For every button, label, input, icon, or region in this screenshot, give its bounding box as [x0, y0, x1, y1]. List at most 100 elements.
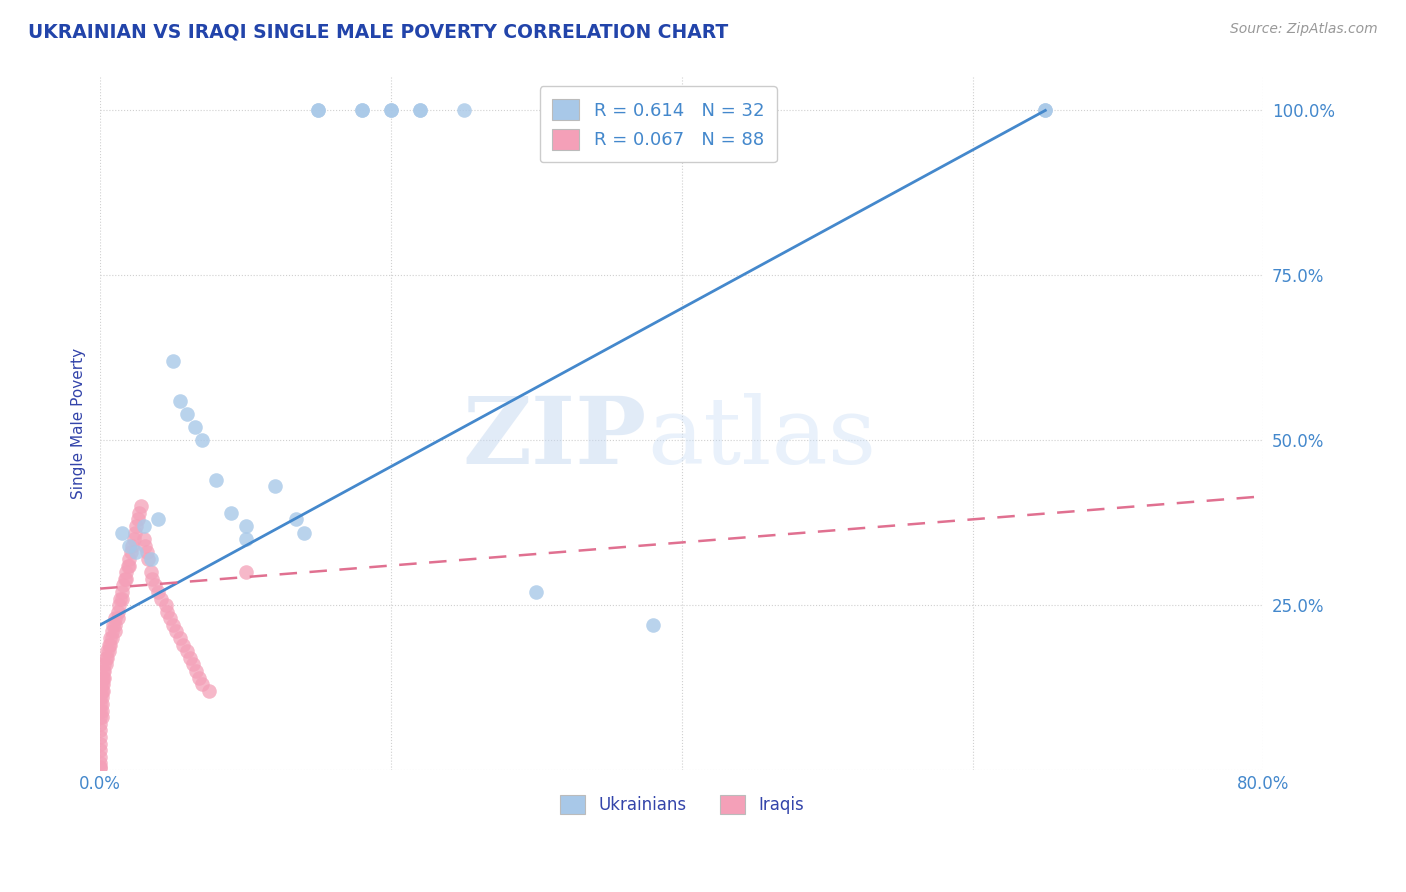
Point — [128, 506, 150, 520]
Point — [100, 624, 122, 639]
Point — [285, 512, 308, 526]
Point — [136, 552, 159, 566]
Point — [350, 103, 373, 118]
Point — [90, 683, 112, 698]
Y-axis label: Single Male Poverty: Single Male Poverty — [72, 348, 86, 500]
Point — [90, 690, 112, 705]
Point — [135, 545, 157, 559]
Point — [380, 103, 402, 118]
Point — [96, 651, 118, 665]
Point — [90, 704, 112, 718]
Point — [111, 591, 134, 606]
Point — [115, 572, 138, 586]
Point — [93, 657, 115, 672]
Point — [380, 103, 402, 118]
Point — [111, 525, 134, 540]
Point — [148, 585, 170, 599]
Point — [188, 671, 211, 685]
Point — [90, 697, 112, 711]
Point — [89, 677, 111, 691]
Point — [132, 532, 155, 546]
Point — [409, 103, 432, 118]
Point — [159, 611, 181, 625]
Point — [104, 624, 127, 639]
Point — [122, 532, 145, 546]
Point — [121, 539, 143, 553]
Point — [156, 605, 179, 619]
Point — [89, 683, 111, 698]
Point — [125, 519, 148, 533]
Point — [139, 552, 162, 566]
Point — [91, 677, 114, 691]
Point — [104, 611, 127, 625]
Point — [641, 618, 664, 632]
Point — [120, 545, 142, 559]
Point — [89, 690, 111, 705]
Text: UKRAINIAN VS IRAQI SINGLE MALE POVERTY CORRELATION CHART: UKRAINIAN VS IRAQI SINGLE MALE POVERTY C… — [28, 22, 728, 41]
Point — [89, 730, 111, 744]
Legend: Ukrainians, Iraqis: Ukrainians, Iraqis — [550, 785, 814, 824]
Point — [90, 710, 112, 724]
Point — [184, 664, 207, 678]
Point — [89, 761, 111, 775]
Point — [1033, 103, 1056, 118]
Point — [107, 611, 129, 625]
Point — [104, 618, 127, 632]
Point — [89, 760, 111, 774]
Point — [307, 103, 329, 118]
Point — [114, 572, 136, 586]
Point — [350, 103, 373, 118]
Point — [110, 591, 132, 606]
Point — [165, 624, 187, 639]
Point — [118, 552, 141, 566]
Point — [107, 605, 129, 619]
Point — [148, 512, 170, 526]
Point — [90, 677, 112, 691]
Point — [641, 103, 664, 118]
Point — [97, 638, 120, 652]
Point — [89, 704, 111, 718]
Point — [124, 525, 146, 540]
Point — [219, 506, 242, 520]
Text: ZIP: ZIP — [463, 392, 647, 483]
Point — [90, 671, 112, 685]
Point — [111, 585, 134, 599]
Point — [115, 565, 138, 579]
Point — [235, 532, 257, 546]
Point — [97, 644, 120, 658]
Point — [91, 664, 114, 678]
Point — [98, 631, 121, 645]
Point — [93, 664, 115, 678]
Text: atlas: atlas — [647, 392, 876, 483]
Point — [125, 545, 148, 559]
Point — [89, 756, 111, 771]
Point — [172, 638, 194, 652]
Text: Source: ZipAtlas.com: Source: ZipAtlas.com — [1230, 22, 1378, 37]
Point — [169, 631, 191, 645]
Point — [169, 393, 191, 408]
Point — [117, 558, 139, 573]
Point — [93, 671, 115, 685]
Point — [292, 525, 315, 540]
Point — [96, 644, 118, 658]
Point — [191, 677, 214, 691]
Point — [235, 519, 257, 533]
Point — [89, 716, 111, 731]
Point — [89, 697, 111, 711]
Point — [155, 598, 177, 612]
Point — [118, 558, 141, 573]
Point — [89, 723, 111, 738]
Point — [150, 591, 173, 606]
Point — [145, 578, 167, 592]
Point — [162, 354, 184, 368]
Point — [176, 407, 198, 421]
Point — [94, 657, 117, 672]
Point — [235, 565, 257, 579]
Point — [118, 539, 141, 553]
Point — [409, 103, 432, 118]
Point — [453, 103, 475, 118]
Point — [127, 512, 149, 526]
Point — [307, 103, 329, 118]
Point — [162, 618, 184, 632]
Point — [179, 651, 201, 665]
